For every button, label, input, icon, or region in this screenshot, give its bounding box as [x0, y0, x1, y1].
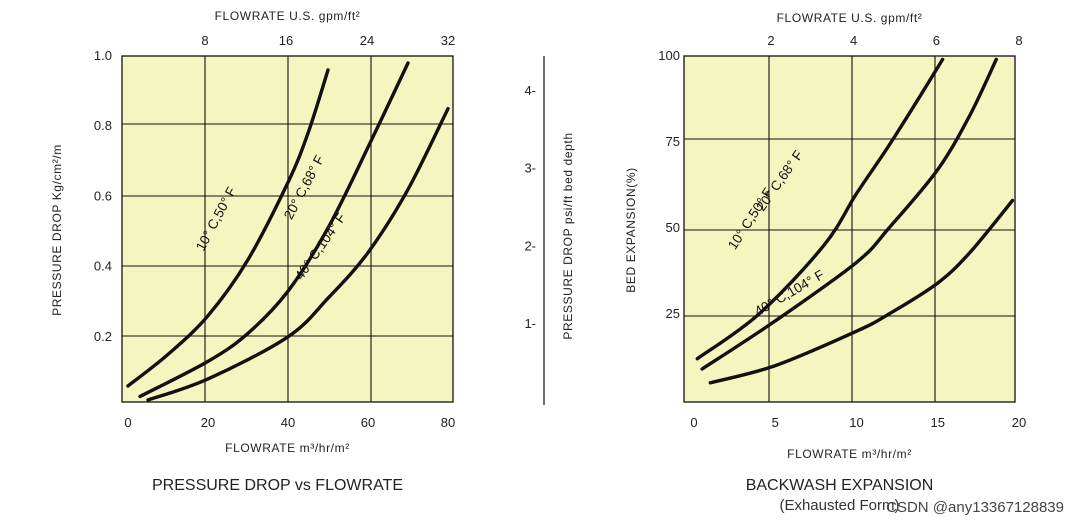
chart1-y-tick-label: 0.4 [94, 259, 112, 274]
chart2-x-tick-label: 15 [931, 415, 945, 430]
chart1-x-tick-label: 60 [361, 415, 375, 430]
chart2-y-axis-label: BED EXPANSION(%) [624, 167, 638, 292]
chart1-y2-axis-label: PRESSURE DROP psi/ft bed depth [561, 132, 575, 339]
chart1-x-tick-label: 80 [441, 415, 455, 430]
chart2-y-tick-label: 50 [666, 220, 680, 235]
chart1-y-tick-label: 0.8 [94, 118, 112, 133]
chart1-y-axis-label: PRESSURE DROP Kg/cm²/m [50, 144, 64, 316]
chart1-plot-frame [121, 55, 454, 403]
chart2-x-tick-label: 10 [849, 415, 863, 430]
chart1-x2-tick-label: 24 [360, 33, 374, 48]
chart1-series-curve-3 [146, 107, 450, 402]
chart2-x2-tick-label: 8 [1015, 33, 1022, 48]
chart2-series-curve-2 [700, 57, 998, 371]
chart2-x2-tick-label: 4 [850, 33, 857, 48]
chart1-x-tick-label: 40 [281, 415, 295, 430]
chart1-y2-tick-label: 2- [524, 238, 536, 253]
chart1-y-tick-label: 1.0 [94, 48, 112, 63]
chart1-y2-tick-label: 1- [524, 316, 536, 331]
chart2-subtitle: (Exhausted Form) [779, 497, 899, 514]
chart1-y-tick-label: 0.6 [94, 188, 112, 203]
chart1-x2-tick-label: 32 [441, 33, 455, 48]
chart1-x-tick-label: 20 [201, 415, 215, 430]
chart2-series-curve-3 [708, 198, 1015, 385]
watermark-text: CSDN @any13367128839 [886, 499, 1064, 516]
chart1-x2-tick-label: 16 [279, 33, 293, 48]
chart2-x2-tick-label: 2 [767, 33, 774, 48]
chart2-x-tick-label: 0 [690, 415, 697, 430]
chart1-y2-tick-label: 3- [524, 161, 536, 176]
chart1-series-curve-2 [138, 61, 410, 399]
chart2-y-tick-label: 75 [666, 134, 680, 149]
chart1-x-tick-label: 0 [124, 415, 131, 430]
chart2-x-tick-label: 20 [1012, 415, 1026, 430]
chart2-x-axis-label: FLOWRATE m³/hr/m² [787, 447, 912, 461]
chart1-y2-tick-label: 4- [524, 83, 536, 98]
chart2-x2-tick-label: 6 [933, 33, 940, 48]
chart2-y-tick-label: 100 [658, 48, 680, 63]
chart2-y-tick-label: 25 [666, 306, 680, 321]
chart1-series-curve-1 [126, 68, 330, 388]
chart2-title: BACKWASH EXPANSION [746, 477, 934, 494]
chart2-x-tick-label: 5 [772, 415, 779, 430]
chart1-x2-tick-label: 8 [201, 33, 208, 48]
chart2-x2-axis-label: FLOWRATE U.S. gpm/ft² [777, 11, 923, 25]
chart1-title: PRESSURE DROP vs FLOWRATE [152, 477, 403, 494]
chart1-x2-axis-label: FLOWRATE U.S. gpm/ft² [215, 9, 361, 23]
chart2-series-curve-1 [695, 57, 945, 361]
chart2-plot-frame [683, 55, 1016, 403]
chart1-x-axis-label: FLOWRATE m³/hr/m² [225, 441, 350, 455]
chart1-y-tick-label: 0.2 [94, 329, 112, 344]
